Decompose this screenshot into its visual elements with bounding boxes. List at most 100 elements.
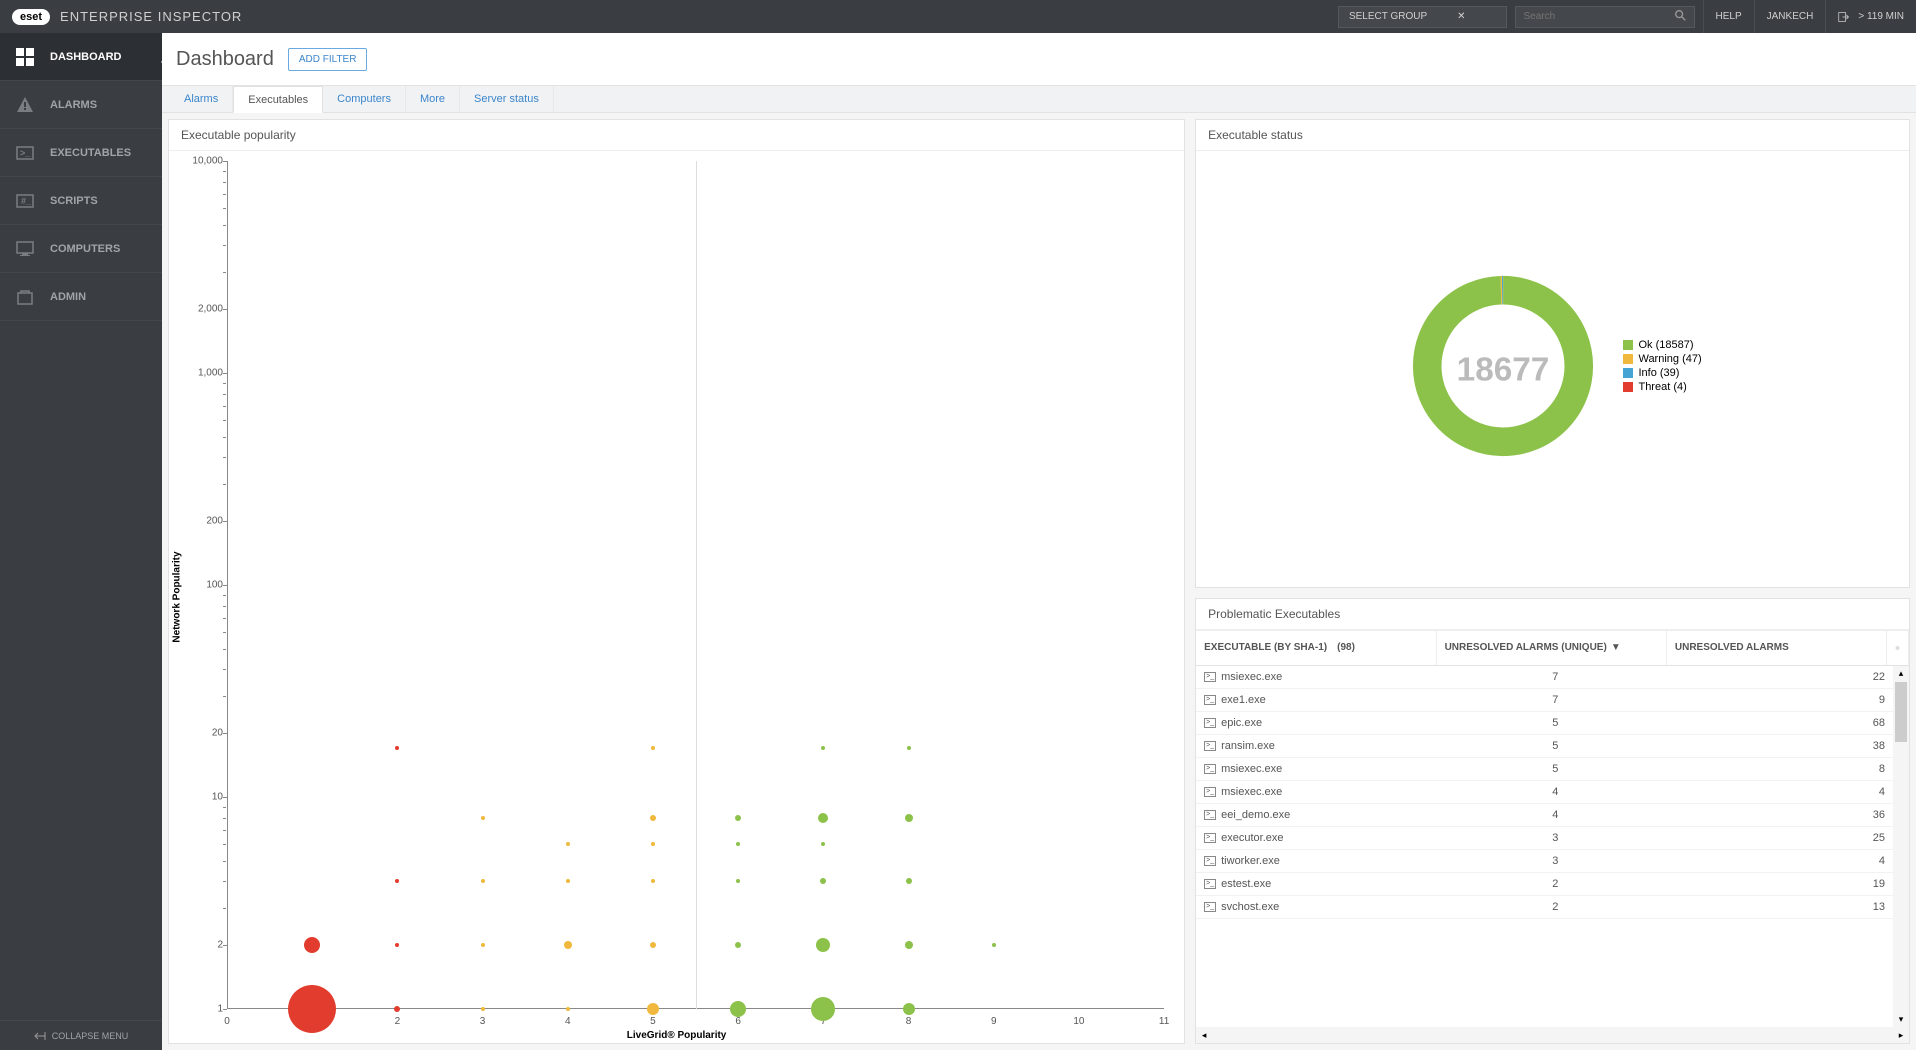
select-group-button[interactable]: SELECT GROUP ✕ xyxy=(1338,6,1507,28)
bubble-point[interactable] xyxy=(650,942,656,948)
table-row[interactable]: >_msiexec.exe58 xyxy=(1196,758,1909,781)
bubble-point[interactable] xyxy=(566,842,570,846)
table-row[interactable]: >_eei_demo.exe436 xyxy=(1196,804,1909,827)
table-row[interactable]: >_executor.exe325 xyxy=(1196,827,1909,850)
bubble-point[interactable] xyxy=(906,878,912,884)
table-body: >_msiexec.exe722>_exe1.exe79>_epic.exe56… xyxy=(1196,666,1909,1027)
nav-icon xyxy=(14,238,36,260)
bubble-point[interactable] xyxy=(992,943,996,947)
scroll-right-icon[interactable]: ▸ xyxy=(1893,1030,1909,1041)
help-button[interactable]: HELP xyxy=(1703,0,1754,33)
svg-text:>_: >_ xyxy=(20,148,31,158)
table-row[interactable]: >_svchost.exe213 xyxy=(1196,896,1909,919)
nav-item-executables[interactable]: >_EXECUTABLES xyxy=(0,129,162,177)
executable-icon: >_ xyxy=(1204,741,1216,751)
nav-item-computers[interactable]: COMPUTERS xyxy=(0,225,162,273)
close-icon[interactable]: ✕ xyxy=(1457,11,1465,22)
ytick-label: 1 xyxy=(189,1004,223,1015)
collapse-menu-button[interactable]: COLLAPSE MENU xyxy=(0,1020,162,1050)
problematic-title: Problematic Executables xyxy=(1196,599,1909,630)
bubble-point[interactable] xyxy=(651,879,655,883)
table-row[interactable]: >_tiworker.exe34 xyxy=(1196,850,1909,873)
scroll-left-icon[interactable]: ◂ xyxy=(1196,1030,1212,1041)
th-unique-alarms[interactable]: UNRESOLVED ALARMS (UNIQUE) ▼ xyxy=(1437,631,1667,665)
chart-ylabel: Network Popularity xyxy=(172,551,183,642)
bubble-point[interactable] xyxy=(395,943,399,947)
bubble-point[interactable] xyxy=(481,816,485,820)
table-row[interactable]: >_exe1.exe79 xyxy=(1196,689,1909,712)
tab-more[interactable]: More xyxy=(406,86,460,112)
tab-alarms[interactable]: Alarms xyxy=(170,86,233,112)
legend-item[interactable]: Ok (18587) xyxy=(1623,339,1701,351)
bubble-point[interactable] xyxy=(395,746,399,750)
legend-item[interactable]: Threat (4) xyxy=(1623,381,1701,393)
user-button[interactable]: JANKECH xyxy=(1754,0,1826,33)
bubble-point[interactable] xyxy=(651,746,655,750)
search-input[interactable] xyxy=(1524,11,1675,22)
sort-desc-icon: ▼ xyxy=(1611,642,1621,653)
bubble-point[interactable] xyxy=(650,815,656,821)
bubble-point[interactable] xyxy=(481,943,485,947)
bubble-point[interactable] xyxy=(905,941,913,949)
vertical-scrollbar[interactable]: ▴ ▾ xyxy=(1893,666,1909,1027)
legend-item[interactable]: Warning (47) xyxy=(1623,353,1701,365)
executable-icon: >_ xyxy=(1204,764,1216,774)
scroll-down-icon[interactable]: ▾ xyxy=(1893,1011,1909,1027)
bubble-point[interactable] xyxy=(395,879,399,883)
bubble-point[interactable] xyxy=(304,937,320,953)
bubble-point[interactable] xyxy=(735,942,741,948)
bubble-point[interactable] xyxy=(730,1001,746,1017)
th-executable[interactable]: EXECUTABLE (BY SHA-1) (98) xyxy=(1196,631,1436,665)
bubble-point[interactable] xyxy=(566,879,570,883)
bubble-point[interactable] xyxy=(564,941,572,949)
bubble-point[interactable] xyxy=(818,813,828,823)
bubble-point[interactable] xyxy=(736,842,740,846)
bubble-point[interactable] xyxy=(905,814,913,822)
bubble-point[interactable] xyxy=(821,842,825,846)
donut-legend: Ok (18587) Warning (47) Info (39) Threat (4… xyxy=(1623,337,1701,395)
table-row[interactable]: >_epic.exe568 xyxy=(1196,712,1909,735)
legend-item[interactable]: Info (39) xyxy=(1623,367,1701,379)
search-box[interactable] xyxy=(1515,6,1695,28)
content: Executable popularity Network Popularity… xyxy=(162,113,1916,1050)
scroll-up-icon[interactable]: ▴ xyxy=(1893,666,1909,682)
bubble-point[interactable] xyxy=(288,985,336,1033)
table-row[interactable]: >_msiexec.exe44 xyxy=(1196,781,1909,804)
table-row[interactable]: >_estest.exe219 xyxy=(1196,873,1909,896)
tab-server-status[interactable]: Server status xyxy=(460,86,554,112)
nav-item-admin[interactable]: ADMIN xyxy=(0,273,162,321)
bubble-point[interactable] xyxy=(903,1003,915,1015)
nav-item-dashboard[interactable]: DASHBOARD xyxy=(0,33,162,81)
nav-label: DASHBOARD xyxy=(50,51,122,63)
table-settings-button[interactable] xyxy=(1887,631,1909,665)
bubble-point[interactable] xyxy=(816,938,830,952)
bubble-point[interactable] xyxy=(821,746,825,750)
bubble-point[interactable] xyxy=(907,746,911,750)
bubble-point[interactable] xyxy=(820,878,826,884)
bubble-point[interactable] xyxy=(481,879,485,883)
tab-executables[interactable]: Executables xyxy=(233,86,323,113)
th-total-alarms[interactable]: UNRESOLVED ALARMS xyxy=(1667,631,1887,665)
problematic-panel: Problematic Executables EXECUTABLE (BY S… xyxy=(1195,598,1910,1044)
bubble-point[interactable] xyxy=(394,1006,400,1012)
exec-name: exe1.exe xyxy=(1221,694,1266,706)
bubble-point[interactable] xyxy=(481,1007,485,1011)
horizontal-scrollbar[interactable]: ◂ ▸ xyxy=(1196,1027,1909,1043)
bubble-point[interactable] xyxy=(735,815,741,821)
bubble-point[interactable] xyxy=(651,842,655,846)
nav-item-alarms[interactable]: ALARMS xyxy=(0,81,162,129)
timeout-label: > 119 MIN xyxy=(1858,11,1904,22)
table-row[interactable]: >_ransim.exe538 xyxy=(1196,735,1909,758)
bubble-point[interactable] xyxy=(736,879,740,883)
nav-item-scripts[interactable]: #_SCRIPTS xyxy=(0,177,162,225)
bubble-point[interactable] xyxy=(647,1003,659,1015)
scroll-thumb[interactable] xyxy=(1895,682,1907,742)
ytick-label: 200 xyxy=(189,516,223,527)
add-filter-button[interactable]: ADD FILTER xyxy=(288,48,368,71)
page-title: Dashboard xyxy=(176,48,274,71)
session-timeout[interactable]: > 119 MIN xyxy=(1825,0,1916,33)
tab-computers[interactable]: Computers xyxy=(323,86,406,112)
table-row[interactable]: >_msiexec.exe722 xyxy=(1196,666,1909,689)
bubble-point[interactable] xyxy=(566,1007,570,1011)
bubble-point[interactable] xyxy=(811,997,835,1021)
